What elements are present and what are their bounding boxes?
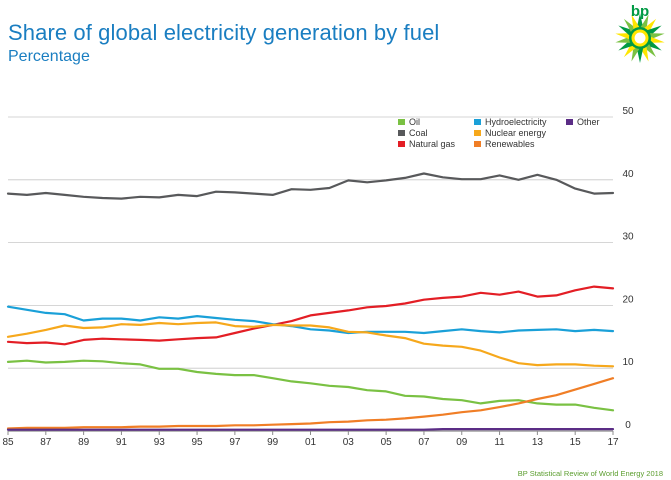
legend-swatch-renewables (474, 141, 481, 147)
chart-legend: Oil Hydroelectricity Other Coal Nuclear ener… (398, 117, 600, 149)
series-line-oil (6, 359, 615, 412)
y-tick-label: 0 (625, 420, 631, 431)
x-tick-label: 05 (381, 437, 393, 448)
x-tick-label: 01 (305, 437, 317, 448)
logo-petal (636, 13, 644, 28)
y-tick-label: 30 (622, 232, 634, 243)
legend-label-hydroelectricity: Hydroelectricity (485, 117, 547, 127)
legend-swatch-coal (398, 130, 405, 136)
page-title: Share of global electricity generation b… (8, 20, 440, 45)
x-tick-label: 09 (456, 437, 468, 448)
logo-petal (623, 43, 637, 58)
x-tick-label: 17 (607, 437, 619, 448)
x-tick-label: 11 (494, 437, 505, 448)
logo-petal (636, 48, 644, 63)
x-tick-label: 91 (116, 437, 128, 448)
legend-swatch-oil (398, 119, 405, 125)
legend-swatch-hydroelectricity (474, 119, 481, 125)
logo-petal (618, 25, 633, 36)
logo-petal (631, 46, 640, 62)
x-tick-label: 87 (40, 437, 52, 448)
x-tick-label: 85 (2, 437, 14, 448)
legend-swatch-other (566, 119, 573, 125)
logo-petal (643, 43, 657, 58)
y-tick-label: 40 (622, 169, 634, 180)
y-tick-label: 10 (622, 357, 634, 368)
legend-label-coal: Coal (409, 128, 428, 138)
x-tick-label: 13 (532, 437, 544, 448)
logo-petal (623, 18, 637, 33)
logo-petal (640, 14, 649, 30)
x-tick-label: 97 (229, 437, 241, 448)
legend-label-natural-gas: Natural gas (409, 139, 456, 149)
logo-petal (643, 18, 657, 33)
legend-swatch-nuclear-energy (474, 130, 481, 136)
x-tick-label: 95 (192, 437, 204, 448)
legend-swatch-natural-gas (398, 141, 405, 147)
logo-petal (615, 33, 631, 40)
series-line-natural-gas (6, 285, 615, 346)
x-tick-label: 15 (570, 437, 582, 448)
legend-label-renewables: Renewables (485, 139, 535, 149)
y-axis-tick-labels: 0 10 20 30 40 50 (622, 106, 634, 431)
helios-sunflower-icon (615, 13, 665, 63)
bp-logo: bp (615, 3, 665, 63)
series-line-hydroelectricity (6, 305, 615, 335)
logo-petal (647, 40, 662, 51)
x-tick-label: 99 (267, 437, 279, 448)
legend-label-oil: Oil (409, 117, 420, 127)
x-tick-label: 07 (418, 437, 430, 448)
legend-label-other: Other (577, 117, 600, 127)
legend-label-nuclear-energy: Nuclear energy (485, 128, 547, 138)
logo-petal (631, 14, 640, 30)
series-lines (6, 172, 615, 431)
x-tick-label: 93 (154, 437, 166, 448)
series-line-other (6, 428, 615, 431)
x-tick-label: 89 (78, 437, 90, 448)
x-tick-label: 03 (343, 437, 355, 448)
series-line-nuclear-energy (6, 321, 615, 368)
x-axis-tick-labels: 85 87 89 91 93 95 97 99 01 03 05 07 09 11 13 15 17 (2, 431, 619, 448)
source-note: BP Statistical Review of World Energy 20… (517, 469, 663, 478)
y-tick-label: 20 (622, 294, 634, 305)
series-line-renewables (6, 377, 615, 430)
logo-petal (649, 36, 665, 43)
bp-logo-text: bp (631, 3, 649, 20)
y-tick-label: 50 (622, 106, 634, 117)
series-line-coal (6, 172, 615, 200)
page-subtitle: Percentage (8, 48, 90, 65)
